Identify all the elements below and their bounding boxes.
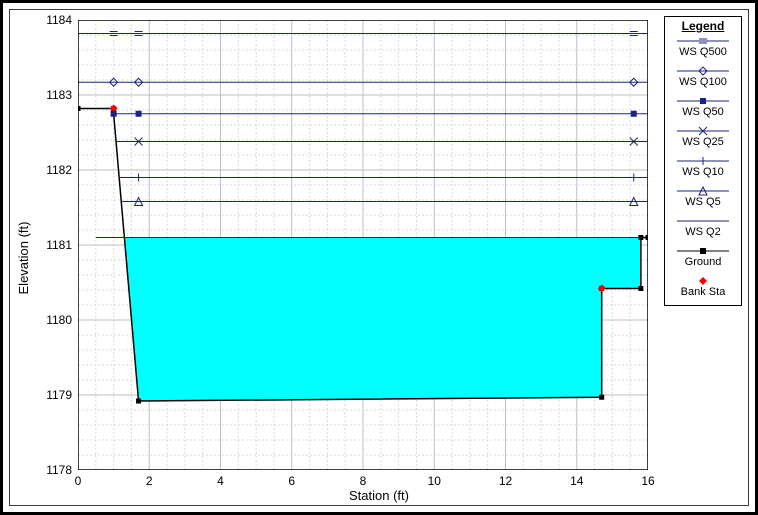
x-tick-label: 14	[570, 474, 583, 488]
legend-item: WS Q25	[665, 125, 741, 155]
y-tick-label: 1179	[38, 388, 72, 402]
y-axis-label: Elevation (ft)	[16, 221, 31, 294]
legend-item: WS Q5	[665, 185, 741, 215]
y-tick-label: 1184	[38, 13, 72, 27]
y-tick-label: 1180	[38, 313, 72, 327]
legend-item: WS Q50	[665, 95, 741, 125]
x-tick-label: 2	[146, 474, 153, 488]
legend-item: Bank Sta	[665, 275, 741, 305]
legend-item: WS Q500	[665, 35, 741, 65]
legend-item-label: WS Q10	[665, 167, 741, 185]
legend-item-label: Ground	[665, 257, 741, 275]
legend-item-label: WS Q500	[665, 47, 741, 65]
legend-item-label: WS Q50	[665, 107, 741, 125]
legend-panel: Legend WS Q500 WS Q100 WS Q50 WS Q25 WS Q10 W…	[664, 16, 742, 306]
legend-item-label: WS Q100	[665, 77, 741, 95]
chart-container: Elevation (ft) Station (ft) 1178 1179 1180…	[9, 9, 749, 506]
x-tick-label: 10	[428, 474, 441, 488]
legend-item-label: Bank Sta	[665, 287, 741, 305]
legend-item: Ground	[665, 245, 741, 275]
x-tick-label: 0	[75, 474, 82, 488]
legend-item-label: WS Q25	[665, 137, 741, 155]
x-tick-label: 6	[288, 474, 295, 488]
legend-item-label: WS Q2	[665, 227, 741, 245]
y-tick-label: 1178	[38, 463, 72, 477]
y-tick-label: 1181	[38, 238, 72, 252]
legend-title: Legend	[665, 17, 741, 35]
x-axis-label: Station (ft)	[349, 488, 409, 503]
x-tick-label: 8	[360, 474, 367, 488]
y-tick-label: 1183	[38, 88, 72, 102]
x-tick-label: 16	[641, 474, 654, 488]
legend-item: WS Q10	[665, 155, 741, 185]
legend-item: WS Q100	[665, 65, 741, 95]
cross-section-plot	[78, 20, 648, 470]
x-tick-label: 4	[217, 474, 224, 488]
y-tick-label: 1182	[38, 163, 72, 177]
legend-item: WS Q2	[665, 215, 741, 245]
x-tick-label: 12	[499, 474, 512, 488]
legend-item-label: WS Q5	[665, 197, 741, 215]
